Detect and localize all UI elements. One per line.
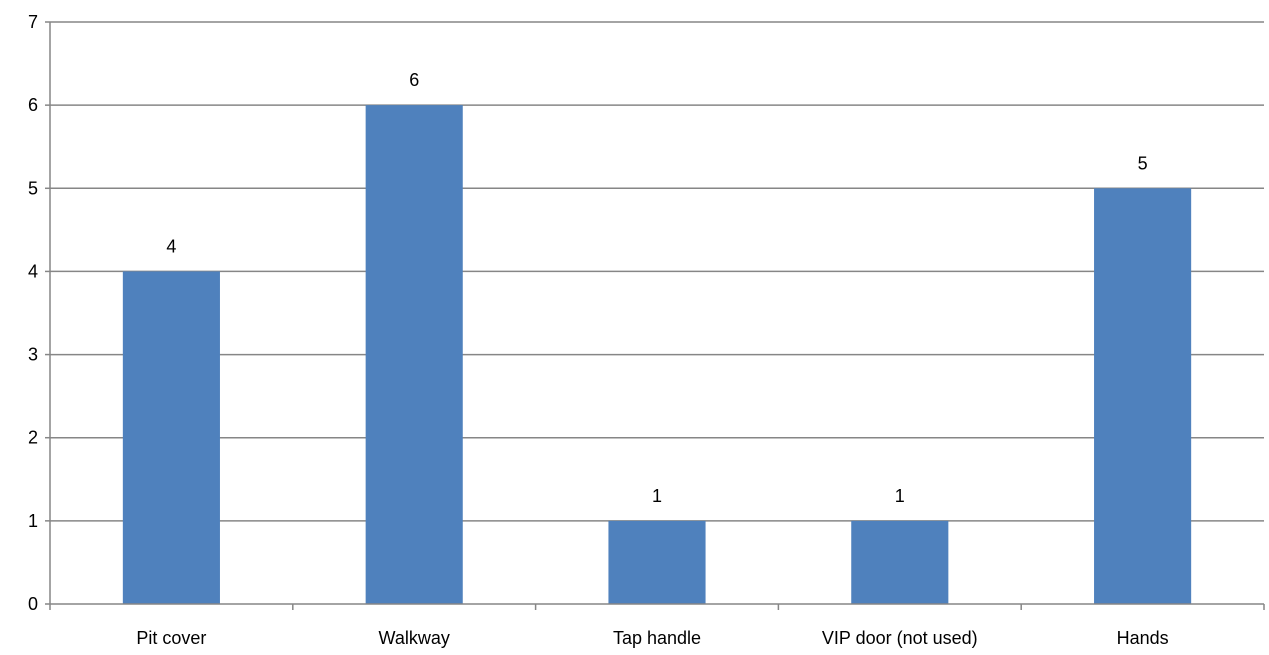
data-label: 6 <box>409 70 419 90</box>
y-tick-label: 7 <box>28 12 38 32</box>
y-tick-label: 6 <box>28 95 38 115</box>
y-tick-label: 3 <box>28 345 38 365</box>
x-category-label: Pit cover <box>136 628 206 648</box>
y-tick-label: 4 <box>28 261 38 281</box>
x-category-label: VIP door (not used) <box>822 628 978 648</box>
x-category-label: Hands <box>1117 628 1169 648</box>
x-category-label: Walkway <box>379 628 450 648</box>
data-label: 1 <box>652 486 662 506</box>
bar <box>365 105 463 605</box>
labels: 0 1 2 3 4 5 6 7 4 Pit cover 6 Walkway 1 Tap handle 1 VI… <box>28 12 1169 648</box>
bar <box>608 520 706 604</box>
gridlines <box>50 21 1264 522</box>
bar <box>1094 188 1192 605</box>
bar <box>851 520 949 604</box>
axes <box>45 21 1265 610</box>
data-label: 1 <box>895 486 905 506</box>
data-label: 5 <box>1138 153 1148 173</box>
bar <box>122 271 220 604</box>
data-label: 4 <box>166 236 176 256</box>
x-category-label: Tap handle <box>613 628 701 648</box>
bars <box>122 105 1192 605</box>
y-tick-label: 1 <box>28 511 38 531</box>
y-tick-label: 5 <box>28 178 38 198</box>
y-tick-label: 0 <box>28 594 38 614</box>
y-tick-label: 2 <box>28 428 38 448</box>
